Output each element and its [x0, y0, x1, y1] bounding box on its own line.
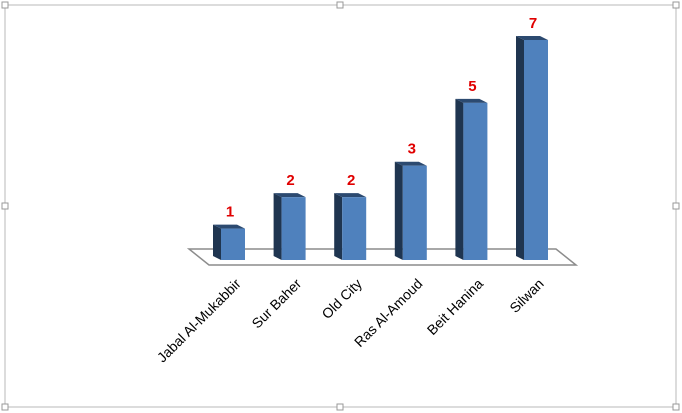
data-label: 2: [347, 172, 355, 189]
bar-side: [273, 193, 282, 260]
bar-front: [402, 165, 427, 260]
bar-side: [455, 98, 464, 260]
bar-side: [394, 161, 403, 260]
bar-front: [463, 102, 488, 260]
bar-top: [334, 193, 367, 198]
data-label: 5: [468, 78, 476, 95]
bar-top: [516, 36, 548, 40]
data-label: 7: [529, 15, 537, 32]
bar-top: [455, 98, 488, 103]
bar-front: [281, 197, 306, 260]
bar: [273, 193, 306, 260]
data-label: 2: [286, 172, 294, 189]
bar: [213, 224, 245, 260]
data-label: 1: [226, 204, 234, 221]
bar: [334, 193, 367, 260]
bar: [516, 36, 548, 260]
bar-side: [213, 224, 221, 260]
bar-top: [213, 224, 245, 229]
bar-side: [334, 193, 343, 260]
bar-side: [516, 36, 524, 260]
bar: [394, 161, 427, 260]
bar-front: [524, 40, 548, 260]
bar-top: [273, 193, 306, 198]
bar-top: [394, 161, 427, 166]
data-label: 3: [408, 141, 416, 158]
bar-front: [221, 228, 245, 260]
bar: [455, 98, 488, 260]
bar-front: [342, 197, 367, 260]
